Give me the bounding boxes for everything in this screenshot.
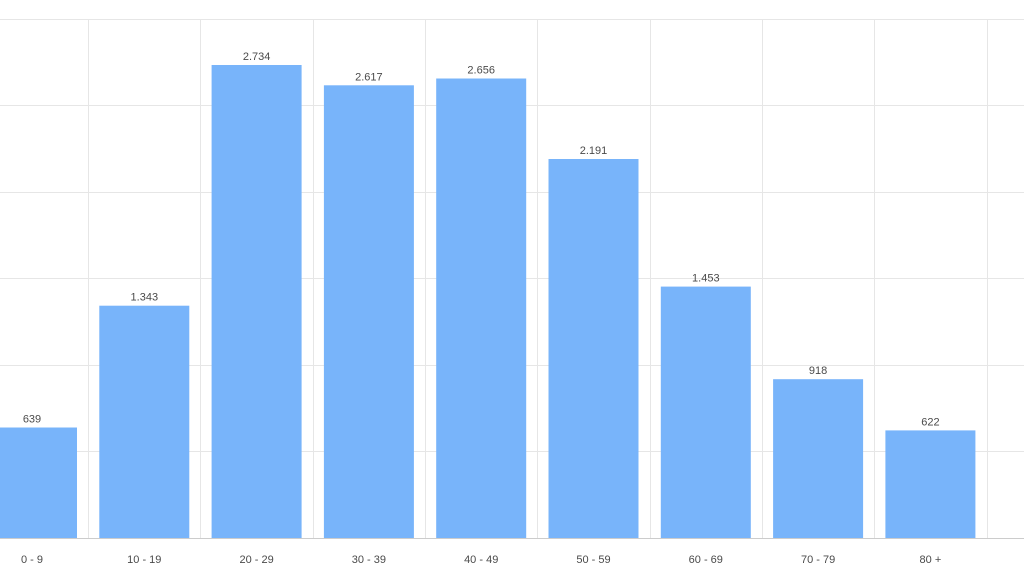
bar[interactable] (99, 305, 190, 538)
bar[interactable] (0, 427, 77, 539)
bar[interactable] (773, 379, 864, 538)
bar-value-label: 2.191 (580, 145, 608, 157)
bar[interactable] (436, 78, 527, 539)
x-tick-label: 80 + (920, 554, 942, 566)
bars-layer (0, 65, 976, 539)
bar-value-label: 639 (23, 414, 41, 426)
bar[interactable] (323, 85, 414, 539)
x-tick-label: 50 - 59 (576, 554, 610, 566)
bar-value-label: 2.734 (243, 51, 271, 63)
x-tick-label: 60 - 69 (689, 554, 723, 566)
x-tick-label: 40 - 49 (464, 554, 498, 566)
x-tick-label: 10 - 19 (127, 554, 161, 566)
bar[interactable] (211, 65, 302, 538)
bar-value-label: 1.343 (131, 292, 159, 304)
x-tick-label: 30 - 39 (352, 554, 386, 566)
bar-value-label: 2.656 (467, 65, 495, 77)
bar[interactable] (885, 430, 976, 538)
x-tick-label: 0 - 9 (21, 554, 43, 566)
bar-value-label: 622 (921, 416, 939, 428)
bar-value-label: 2.617 (355, 71, 383, 83)
x-tick-label: 70 - 79 (801, 554, 835, 566)
x-tick-label: 20 - 29 (239, 554, 273, 566)
x-tick-labels-layer: 0 - 9 10 - 19 20 - 29 30 - 39 40 - 49 50 - 59… (21, 554, 942, 566)
bar-value-label: 918 (809, 365, 827, 377)
bar-value-label: 1.453 (692, 273, 720, 285)
bar[interactable] (548, 159, 639, 538)
bar[interactable] (660, 286, 751, 538)
value-labels-layer: 639 1.343 2.734 2.617 2.656 2.191 1.453 918 622 (23, 51, 940, 428)
